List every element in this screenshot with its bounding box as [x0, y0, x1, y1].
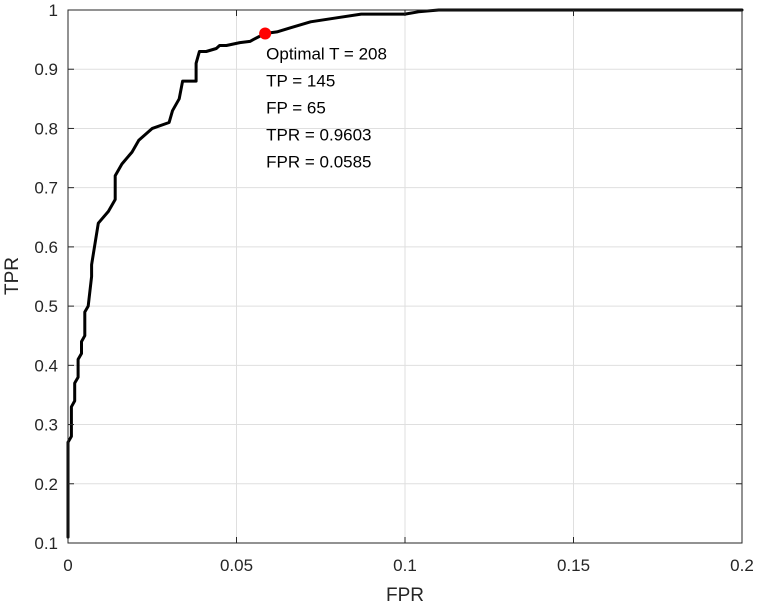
annotation-line: FP = 65	[266, 99, 326, 118]
y-tick-label: 0.6	[34, 238, 58, 257]
grid-lines	[68, 10, 742, 543]
roc-curve-layer	[66, 8, 744, 539]
y-axis-label: TPR	[2, 257, 23, 295]
y-tick-label: 0.5	[34, 297, 58, 316]
y-tick-label: 0.4	[34, 356, 58, 375]
y-tick-label: 0.3	[34, 416, 58, 435]
optimal-point-marker	[259, 27, 272, 40]
x-tick-label: 0.2	[730, 556, 754, 575]
y-tick-label: 1	[49, 1, 58, 20]
x-tick-label: 0.1	[393, 556, 417, 575]
y-tick-label: 0.2	[34, 475, 58, 494]
ticks: 0 0.05 0.1 0.15 0.2 0.1 0.2 0.3 0.4 0.5 0.6 0.7 0.8 0…	[34, 1, 753, 575]
optimal-point-layer	[259, 27, 272, 40]
x-tick-label: 0	[63, 556, 72, 575]
annotation-line: TP = 145	[266, 72, 335, 91]
x-axis-label: FPR	[386, 585, 424, 605]
roc-curve-line	[66, 8, 744, 539]
annotation-line: FPR = 0.0585	[266, 153, 371, 172]
annotation-line: Optimal T = 208	[266, 45, 387, 64]
y-tick-label: 0.7	[34, 179, 58, 198]
annotation-line: TPR = 0.9603	[266, 126, 371, 145]
y-tick-label: 0.8	[34, 119, 58, 138]
x-tick-label: 0.05	[220, 556, 253, 575]
x-tick-label: 0.15	[557, 556, 590, 575]
y-tick-label: 0.1	[34, 534, 58, 553]
y-tick-label: 0.9	[34, 60, 58, 79]
annotation-block: Optimal T = 208 TP = 145 FP = 65 TPR = 0.96…	[266, 45, 387, 172]
